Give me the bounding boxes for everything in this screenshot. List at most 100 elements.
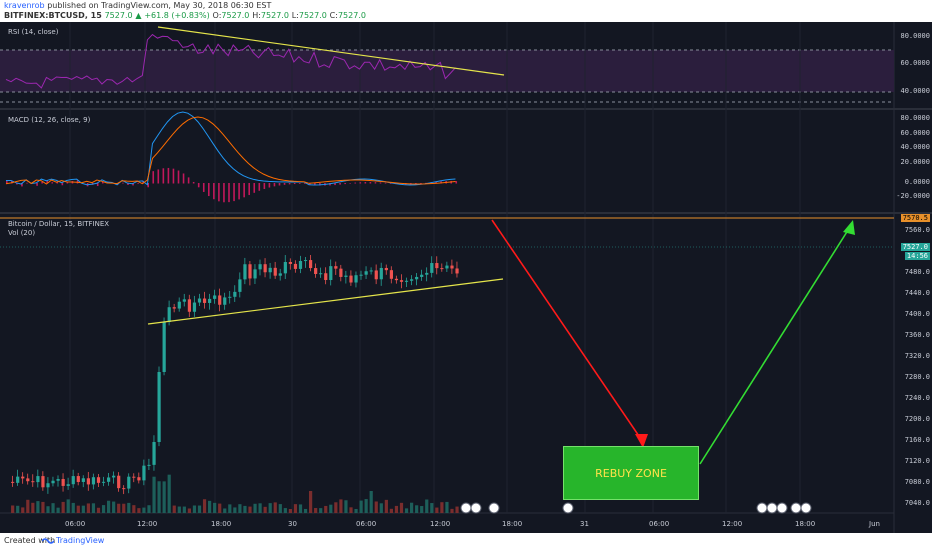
volume-bar bbox=[16, 505, 20, 513]
volume-bar bbox=[167, 474, 171, 513]
macd-histogram-bar bbox=[213, 183, 215, 200]
flag-icon bbox=[776, 502, 788, 514]
volume-bar bbox=[71, 502, 75, 513]
macd-histogram-bar bbox=[223, 183, 225, 203]
volume-bar bbox=[450, 508, 454, 513]
time-tick: 12:00 bbox=[430, 520, 451, 528]
candle bbox=[16, 476, 20, 483]
volume-bar bbox=[223, 508, 227, 513]
volume-bar bbox=[218, 503, 222, 513]
candle bbox=[288, 261, 292, 264]
macd-histogram-bar bbox=[303, 183, 306, 184]
macd-histogram-bar bbox=[101, 181, 104, 184]
candle bbox=[303, 260, 308, 262]
candle bbox=[455, 268, 459, 274]
candle bbox=[213, 295, 217, 299]
volume-bar bbox=[455, 506, 459, 513]
macd-histogram-bar bbox=[192, 181, 195, 184]
tradingview-link[interactable]: TradingView bbox=[56, 536, 105, 545]
macd-histogram-bar bbox=[41, 181, 43, 184]
candle bbox=[410, 279, 414, 281]
macd-histogram-bar bbox=[96, 183, 99, 187]
macd-histogram-bar bbox=[248, 183, 250, 196]
macd-label: MACD (12, 26, close, 9) bbox=[8, 116, 91, 124]
volume-bar bbox=[435, 507, 439, 513]
candle bbox=[147, 464, 151, 466]
candle bbox=[349, 275, 353, 283]
candle bbox=[243, 264, 247, 280]
price-tick: 7360.0 bbox=[904, 331, 930, 339]
candle bbox=[445, 265, 449, 269]
macd-histogram-bar bbox=[16, 183, 18, 185]
chart-canvas[interactable] bbox=[0, 22, 932, 533]
time-tick: 31 bbox=[580, 520, 589, 528]
volume-bar bbox=[41, 501, 45, 513]
volume-bar bbox=[26, 499, 30, 513]
volume-bar bbox=[329, 504, 333, 513]
volume-bar bbox=[334, 502, 338, 513]
candles bbox=[11, 254, 459, 495]
candle bbox=[379, 267, 383, 280]
candle bbox=[112, 475, 116, 478]
macd-histogram-bar bbox=[26, 182, 28, 184]
price-tick: 7440.0 bbox=[904, 289, 930, 297]
author-link[interactable]: kravenrob bbox=[4, 1, 45, 10]
macd-histogram-bar bbox=[379, 182, 382, 184]
volume-bar bbox=[197, 505, 202, 513]
candle bbox=[404, 280, 409, 282]
candle bbox=[384, 267, 388, 271]
rsi-label: RSI (14, close) bbox=[8, 28, 59, 36]
volume-bar bbox=[349, 507, 353, 513]
time-tick: 06:00 bbox=[649, 520, 670, 528]
candle bbox=[420, 274, 424, 277]
macd-histogram-bar bbox=[127, 183, 129, 185]
time-tick: 12:00 bbox=[137, 520, 158, 528]
macd-histogram-bar bbox=[142, 180, 144, 184]
close-value: 7527.0 bbox=[337, 11, 366, 20]
macd-tick: -20.0000 bbox=[896, 192, 930, 200]
macd-histogram-bar bbox=[288, 183, 291, 185]
price-tick: 7400.0 bbox=[904, 310, 930, 318]
price-change: +61.8 (+0.83%) bbox=[144, 11, 210, 20]
macd-histogram-bar bbox=[253, 183, 256, 193]
volume-bar bbox=[56, 507, 60, 513]
volume-label: Vol (20) bbox=[8, 229, 36, 237]
macd-histogram-bar bbox=[177, 170, 180, 184]
time-tick: 06:00 bbox=[65, 520, 86, 528]
support-trendline bbox=[147, 278, 504, 325]
publish-line: kravenrob published on TradingView.com, … bbox=[4, 1, 271, 10]
volume-bar bbox=[228, 504, 232, 513]
macd-histogram-bar bbox=[51, 182, 54, 184]
candle bbox=[415, 276, 419, 280]
volume-bar bbox=[379, 503, 383, 513]
price-tick: 7160.0 bbox=[904, 436, 930, 444]
macd-histogram-bar bbox=[46, 180, 48, 184]
time-tick: 18:00 bbox=[795, 520, 816, 528]
chart-area[interactable]: RSI (14, close) MACD (12, 26, close, 9) … bbox=[0, 22, 932, 533]
rsi-series bbox=[5, 33, 456, 89]
candle bbox=[354, 275, 358, 283]
volume-bar bbox=[288, 508, 292, 513]
candle bbox=[86, 478, 90, 485]
macd-histogram-bar bbox=[278, 183, 281, 186]
macd-histogram-bar bbox=[197, 183, 200, 188]
macd-histogram-bar bbox=[273, 183, 276, 187]
candle bbox=[268, 267, 272, 273]
price-tick: 7120.0 bbox=[904, 457, 930, 465]
last-price: 7527.0 bbox=[104, 11, 133, 20]
macd-histogram-bar bbox=[132, 183, 134, 186]
publish-info: published on TradingView.com, May 30, 20… bbox=[47, 1, 272, 10]
macd-histogram-bar bbox=[228, 183, 230, 203]
macd-tick: 60.0000 bbox=[900, 129, 930, 137]
volume-bar bbox=[122, 503, 126, 513]
price-pane-label: Bitcoin / Dollar, 15, BITFINEX bbox=[8, 220, 110, 228]
rsi-tick: 60.0000 bbox=[900, 59, 930, 67]
volume-bar bbox=[132, 505, 136, 513]
price-scale[interactable]: 80.0000 60.0000 40.0000 80.0000 60.0000 … bbox=[894, 22, 932, 533]
volume-bar bbox=[354, 508, 358, 513]
volume-bar bbox=[430, 503, 434, 513]
volume-bar bbox=[238, 504, 242, 513]
macd-tick: 80.0000 bbox=[900, 114, 930, 122]
rsi-trendline bbox=[157, 26, 505, 76]
candle bbox=[107, 477, 111, 482]
